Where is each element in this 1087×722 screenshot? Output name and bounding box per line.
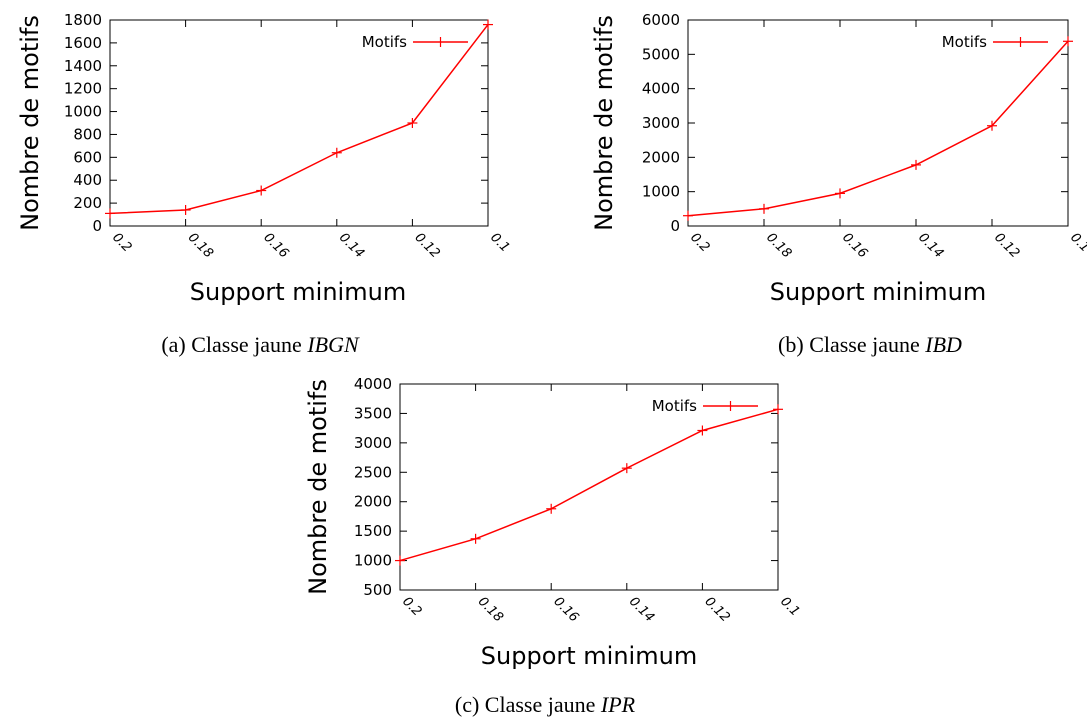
legend-label: Motifs — [652, 397, 697, 415]
x-axis-label: Support minimum — [481, 642, 697, 670]
data-point — [105, 208, 115, 219]
y-tick-label: 3000 — [642, 114, 680, 132]
caption-name: IBGN — [306, 332, 360, 357]
caption-name: IBD — [924, 332, 962, 357]
data-point — [546, 503, 557, 514]
y-tick-label: 1000 — [354, 552, 392, 570]
y-tick-label: 4000 — [642, 80, 680, 98]
y-tick-label: 2500 — [354, 463, 392, 481]
plot-frame — [399, 383, 779, 591]
x-tick-label: 0.2 — [687, 230, 712, 255]
data-point — [911, 159, 921, 170]
x-tick-label: 0.2 — [399, 594, 424, 619]
caption-name: IPR — [600, 692, 636, 717]
data-point — [835, 188, 845, 199]
y-tick-label: 400 — [73, 171, 102, 189]
y-tick-label: 2000 — [642, 148, 680, 166]
y-tick-label: 5000 — [642, 45, 680, 63]
caption-prefix: (b) Classe jaune — [778, 332, 925, 357]
figure-caption: (a) Classe jaune IBGN — [161, 332, 360, 357]
y-tick-label: 1000 — [64, 103, 102, 121]
x-tick-label: 0.16 — [260, 230, 291, 261]
data-point — [256, 185, 267, 196]
x-tick-label: 0.12 — [702, 594, 733, 625]
data-point — [987, 120, 997, 131]
data-point — [180, 204, 191, 215]
x-tick-label: 0.1 — [777, 594, 802, 619]
chart-panel-1: 0 200 400 600 800 1000 1200 1400 1600 1800 0.2 0.18… — [16, 11, 512, 357]
series-line-motifs — [687, 40, 1069, 217]
x-tick-label: 0.14 — [336, 230, 367, 261]
x-axis-label: Support minimum — [770, 278, 986, 306]
y-tick-label: 500 — [363, 581, 392, 599]
x-tick-label: 0.12 — [991, 230, 1022, 261]
y-tick-label: 200 — [73, 194, 102, 212]
x-tick-label: 0.1 — [487, 230, 512, 255]
y-tick-label: 4000 — [354, 375, 392, 393]
data-point — [1063, 36, 1073, 47]
y-axis-label: Nombre de motifs — [304, 379, 332, 595]
x-tick-label: 0.16 — [839, 230, 870, 261]
y-tick-label: 600 — [73, 148, 102, 166]
data-point — [621, 463, 632, 474]
chart-panel-3: 500 1000 1500 2000 2500 3000 3500 4000 0.2 0.18 0.… — [304, 375, 802, 717]
data-point — [683, 210, 693, 221]
series-line-motifs — [109, 24, 489, 215]
y-tick-label: 1200 — [64, 80, 102, 98]
y-tick-label: 3500 — [354, 404, 392, 422]
y-tick-label: 3000 — [354, 434, 392, 452]
figure-caption: (b) Classe jaune IBD — [778, 332, 962, 357]
y-tick-label: 1800 — [64, 11, 102, 29]
caption-prefix: (a) Classe jaune — [161, 332, 307, 357]
y-tick-label: 800 — [73, 125, 102, 143]
data-point — [331, 147, 342, 158]
y-tick-label: 0 — [670, 217, 680, 235]
x-tick-label: 0.18 — [763, 230, 794, 261]
x-tick-label: 0.12 — [412, 230, 443, 261]
legend-label: Motifs — [362, 33, 407, 51]
y-tick-label: 1500 — [354, 522, 392, 540]
series-line-motifs — [399, 408, 779, 562]
x-tick-label: 0.14 — [915, 230, 946, 261]
data-point — [483, 19, 493, 30]
x-tick-label: 0.18 — [185, 230, 216, 261]
x-tick-label: 0.2 — [109, 230, 134, 255]
y-axis-label: Nombre de motifs — [16, 15, 44, 231]
chart-panel-2: 0 1000 2000 3000 4000 5000 6000 0.2 0.18 0.16 0.14… — [590, 11, 1087, 357]
x-tick-label: 0.1 — [1067, 230, 1087, 255]
y-tick-label: 0 — [92, 217, 102, 235]
plot-frame — [109, 19, 489, 227]
y-axis-label: Nombre de motifs — [590, 15, 618, 231]
y-tick-label: 1600 — [64, 34, 102, 52]
legend-label: Motifs — [942, 33, 987, 51]
caption-prefix: (c) Classe jaune — [455, 692, 601, 717]
figure-caption: (c) Classe jaune IPR — [455, 692, 636, 717]
y-tick-label: 6000 — [642, 11, 680, 29]
data-point — [470, 533, 481, 544]
plot-frame — [687, 19, 1069, 227]
data-point — [773, 404, 783, 415]
x-tick-label: 0.16 — [550, 594, 581, 625]
y-tick-label: 2000 — [354, 493, 392, 511]
x-tick-label: 0.14 — [626, 594, 657, 625]
y-tick-label: 1400 — [64, 57, 102, 75]
data-point — [759, 203, 769, 214]
x-axis-label: Support minimum — [190, 278, 406, 306]
y-tick-label: 1000 — [642, 183, 680, 201]
data-point — [697, 425, 708, 436]
data-point — [395, 555, 405, 566]
x-tick-label: 0.18 — [475, 594, 506, 625]
data-point — [407, 118, 418, 128]
